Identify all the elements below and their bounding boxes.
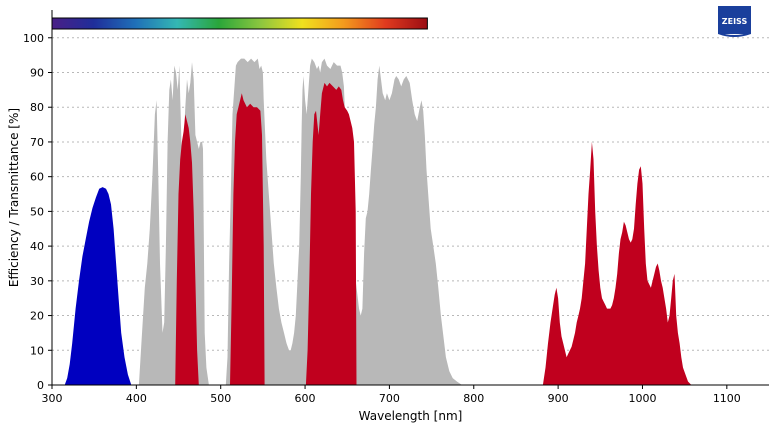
y-tick-label: 20 — [30, 310, 44, 323]
series-area-5 — [305, 82, 357, 386]
series-area-1 — [138, 58, 462, 385]
x-tick-label: 800 — [463, 392, 484, 405]
series-area-2 — [64, 187, 132, 385]
y-tick-label: 40 — [30, 240, 44, 253]
y-tick-label: 100 — [23, 32, 44, 45]
series-area-4 — [230, 93, 265, 386]
y-tick-label: 10 — [30, 344, 44, 357]
x-tick-label: 1000 — [628, 392, 656, 405]
y-tick-label: 30 — [30, 275, 44, 288]
x-tick-label: 900 — [548, 392, 569, 405]
logo-text: ZEISS — [722, 17, 748, 26]
x-tick-label: 300 — [42, 392, 63, 405]
x-tick-label: 1100 — [713, 392, 741, 405]
x-tick-label: 400 — [126, 392, 147, 405]
axes: 0 10 20 30 40 50 60 70 80 90 100 300 400 500 600 700 800… — [23, 10, 769, 405]
x-tick-label: 600 — [295, 392, 316, 405]
series-area-3 — [175, 114, 199, 385]
y-tick-label: 0 — [37, 379, 44, 392]
y-tick-label: 90 — [30, 67, 44, 80]
zeiss-logo: ZEISS — [718, 6, 751, 37]
x-tick-label: 700 — [379, 392, 400, 405]
y-tick-label: 60 — [30, 171, 44, 184]
spectrum-color-bar — [51, 17, 428, 30]
y-tick-label: 50 — [30, 205, 44, 218]
series-layer — [64, 58, 692, 386]
x-axis-title: Wavelength [nm] — [359, 409, 463, 423]
y-tick-label: 70 — [30, 136, 44, 149]
y-axis-title: Efficiency / Transmittance [%] — [7, 108, 21, 287]
y-tick-label: 80 — [30, 101, 44, 114]
x-tick-label: 500 — [210, 392, 231, 405]
series-area-6 — [542, 141, 692, 385]
